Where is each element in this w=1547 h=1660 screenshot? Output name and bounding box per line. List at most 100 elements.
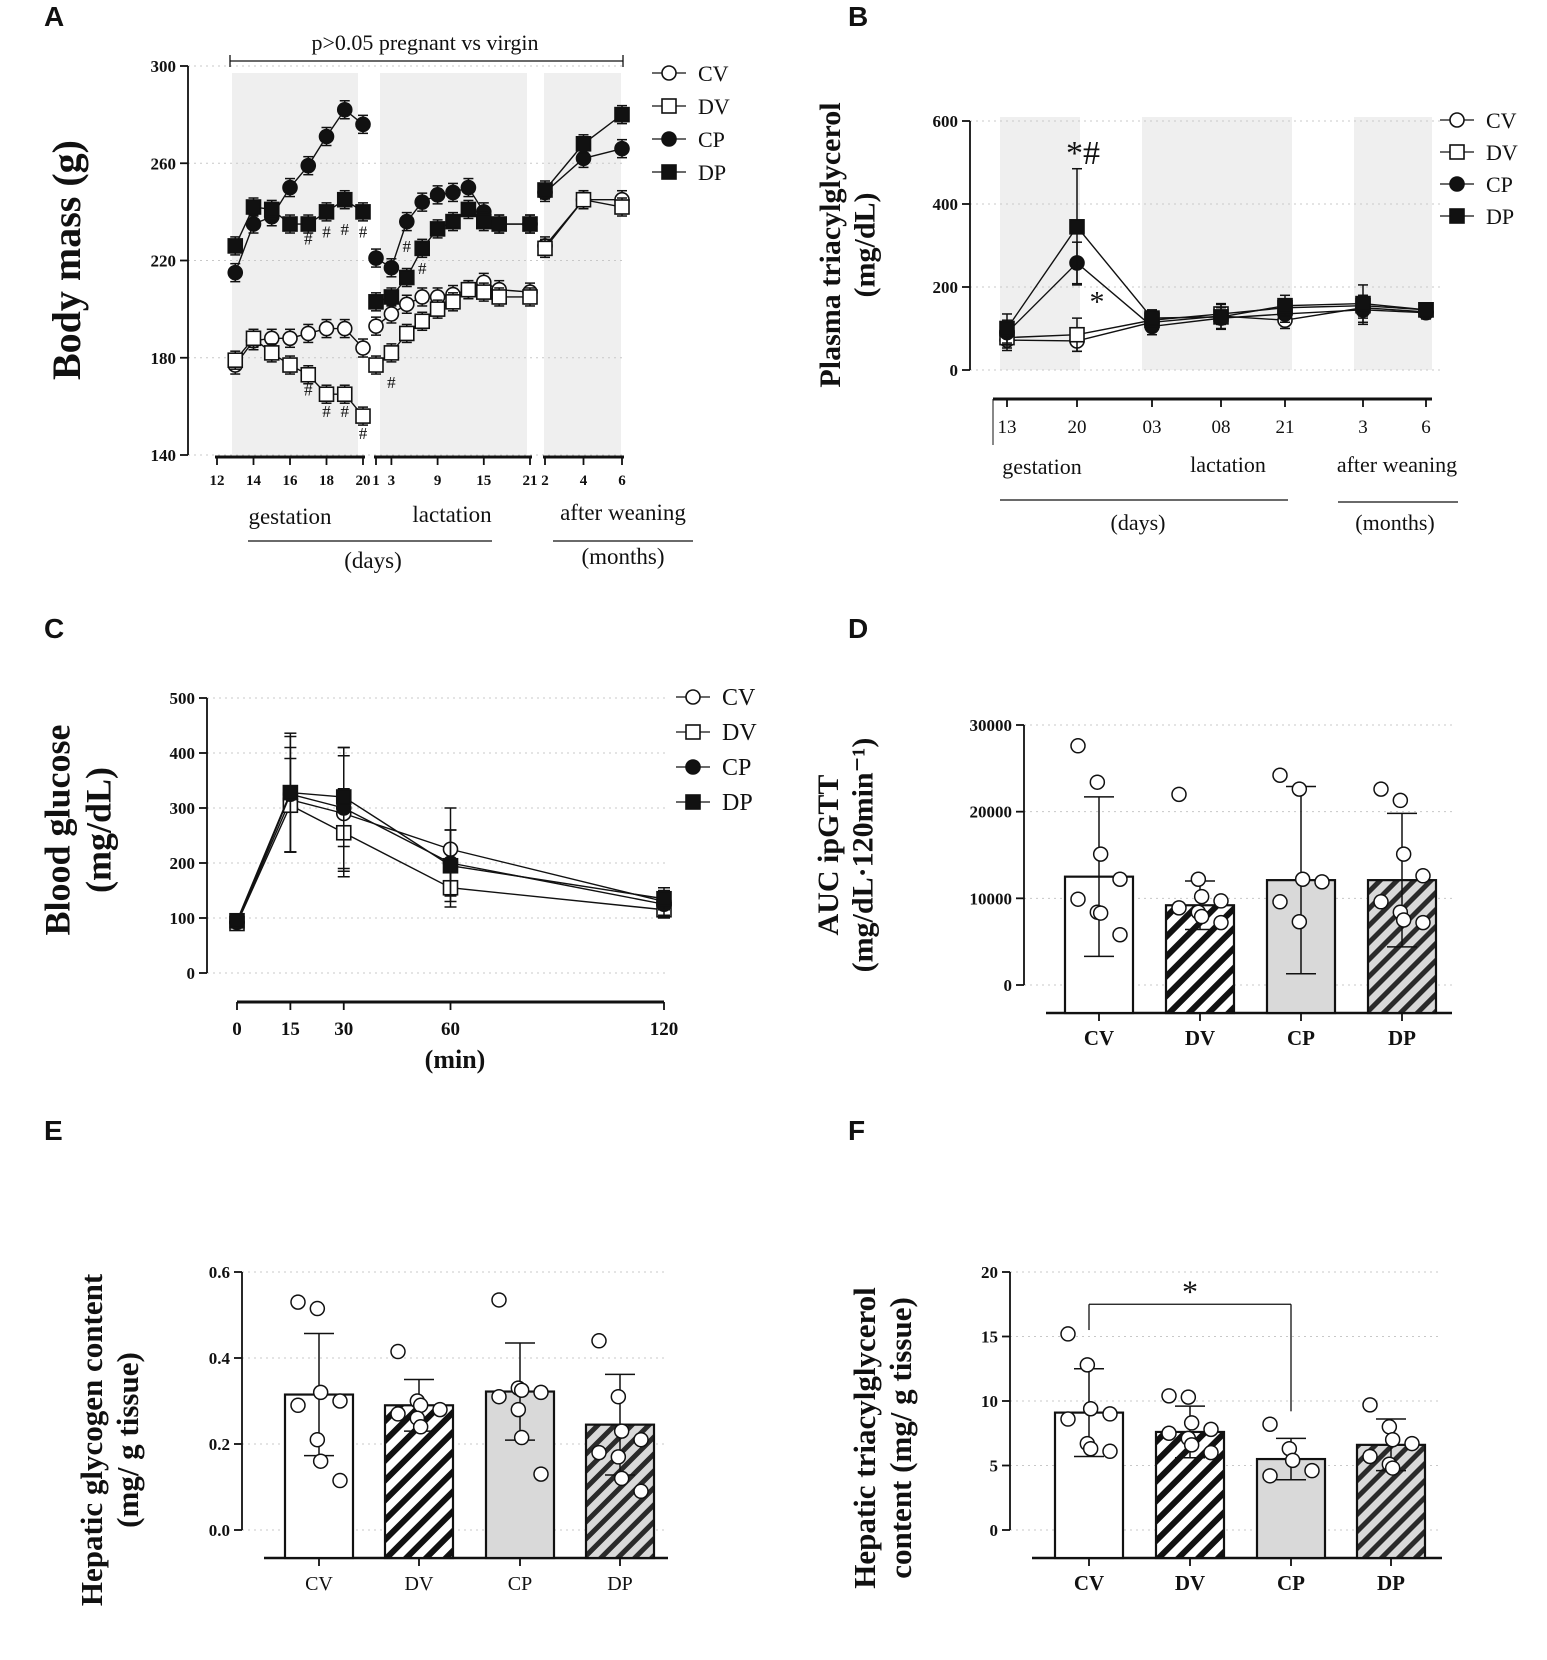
y-tick-label: 180 [151,349,177,368]
x-tick-label: 120 [650,1019,679,1040]
data-point-dp [475,213,492,230]
legend-label-cv: CV [1486,108,1517,133]
x-tick-label: 4 [580,473,588,489]
data-point-cp [1291,913,1308,930]
x-group-label-lactation: lactation [1190,452,1266,477]
data-point-cv [355,340,371,356]
x-tick-label: 6 [1421,417,1431,438]
data-point-dv [336,386,353,403]
data-point-dv [1193,888,1210,905]
x-tick-label-cp: CP [1277,1571,1305,1595]
data-point-cp [245,216,262,232]
data-point-dp [1392,792,1409,809]
panel-b-plasma-tag-chart: 0 200 400 600 Plasma triacylglycerol (mg/dL) 1… [814,102,1518,535]
data-point-cp [429,187,446,203]
data-point-cv [1089,774,1106,790]
data-point-dp [613,1423,630,1439]
data-point-cv [309,1300,326,1317]
x-tick-label: 3 [388,473,396,489]
y-axis-label-line2: (mg/dL·120min⁻¹) [846,738,879,973]
y-tick-label: 220 [151,252,177,271]
x-tick-label: 6 [618,473,626,489]
x-tick-label: 3 [1358,417,1368,438]
x-tick-label-dv: DV [1185,1026,1215,1050]
x-tick-label: 21 [1276,417,1295,438]
data-point-dp [1384,1460,1401,1476]
y-axis-label-line2: (mg/dL) [79,767,119,893]
legend-label-cv: CV [722,685,756,711]
data-point-dp [445,213,461,230]
data-point-dv [614,199,630,215]
data-point-dp [300,216,317,232]
x-tick-label: 20 [1068,417,1087,438]
significance-star-hash: *# [1066,135,1100,172]
x-tick-label: 30 [334,1019,353,1040]
x-tick-label: 21 [523,473,538,489]
data-point-dp [1418,302,1434,318]
data-point-cv [312,1453,329,1469]
x-tick-label-dv: DV [405,1573,434,1595]
data-point-dv [412,1397,429,1414]
data-point-dv [575,191,592,208]
data-point-dp [610,1388,627,1405]
data-point-dv [1161,1388,1177,1404]
x-tick-label: 03 [1143,417,1162,438]
panel-letter-e: E [44,1115,63,1146]
shaded-region [1354,117,1432,370]
data-point-cp [1262,1468,1278,1484]
data-point-dp [1362,1448,1378,1465]
y-tick-label: 260 [151,154,177,173]
x-tick-label-dp: DP [1388,1026,1416,1050]
data-point-dp [282,784,299,801]
data-point-dv [355,408,371,424]
data-point-dp [1384,1431,1401,1448]
data-point-cp [383,259,400,276]
x-tick-label: 15 [281,1019,300,1040]
data-point-dp [633,1483,649,1500]
legend-marker-cv [661,65,677,81]
data-point-dp [460,201,477,218]
data-point-dv [1171,786,1187,803]
data-point-dp [610,1449,627,1465]
data-point-dv [300,366,317,383]
data-point-dv [390,1343,406,1360]
y-axis-label-line2: content (mg/ g tissue) [883,1297,918,1579]
data-point-cv [309,1431,326,1448]
x-tick-label: 13 [998,417,1017,438]
data-point-cv [1092,846,1109,862]
data-point-dp [1277,297,1293,314]
y-tick-label: 400 [933,195,959,214]
data-point-cp [1291,781,1308,797]
y-axis-label-line2: (mg/ g tissue) [110,1352,145,1528]
data-point-dp [229,912,245,929]
significance-hash: # [322,222,331,241]
data-point-dp [429,221,446,237]
y-tick-label: 100 [170,909,196,928]
significance-star: * [1090,285,1105,318]
data-point-cp [510,1401,527,1418]
data-point-dp [1404,1435,1420,1452]
data-point-cv [332,1393,348,1409]
data-point-cv [1079,1357,1096,1373]
data-point-dp [245,199,262,215]
data-point-cv [1092,905,1109,921]
data-point-cv [332,1472,348,1489]
data-point-cp [1304,1462,1320,1479]
data-point-dv [1069,326,1085,343]
data-point-dv [1190,871,1207,888]
legend-label-dv: DV [1486,140,1518,165]
data-point-cp [614,140,630,157]
data-point-cp [336,101,353,118]
shaded-region-after-weaning [544,73,621,455]
data-point-cp [491,1388,507,1405]
legend-label-dp: DP [698,160,726,185]
x-tick-label-dp: DP [1377,1571,1405,1595]
panel-letter-f: F [848,1115,865,1146]
data-point-dv [412,1419,429,1435]
x-tick-label: 20 [356,473,371,489]
x-tick-label: 60 [441,1019,460,1040]
data-point-dv [491,289,508,305]
significance-hash: # [341,402,350,421]
data-point-dp [414,240,431,257]
x-tick-label: 0 [232,1019,242,1040]
